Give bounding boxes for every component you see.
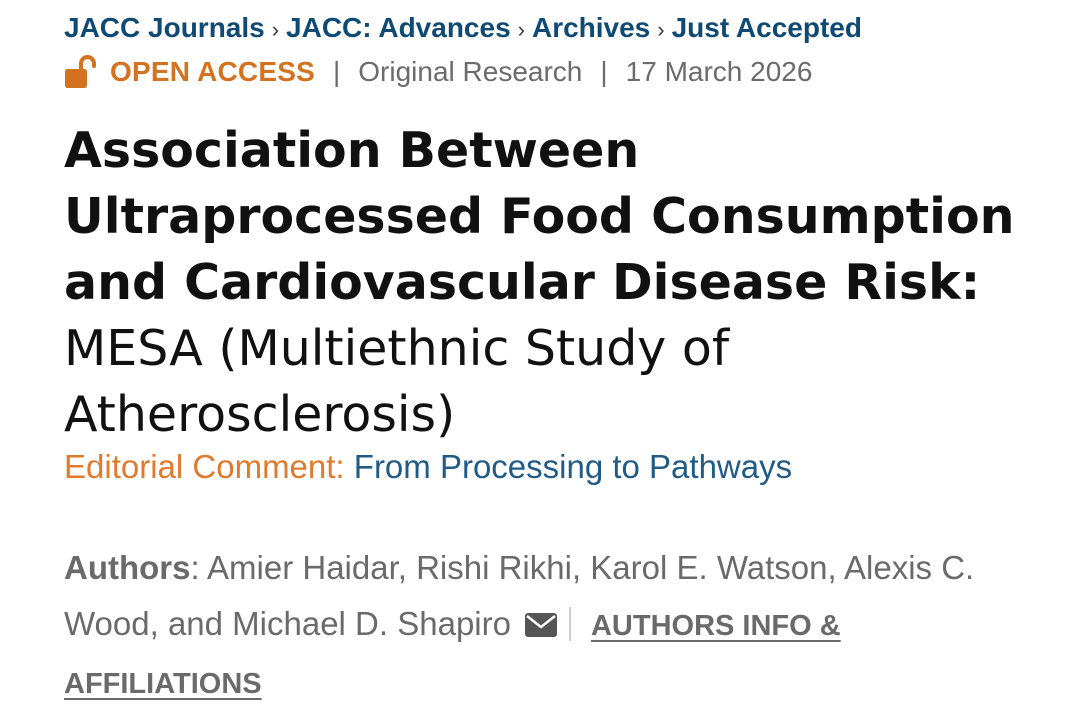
publication-date: 17 March 2026 (625, 56, 813, 87)
authors-list: : Amier Haidar, Rishi Rikhi, Karol E. Wa… (64, 549, 975, 642)
mail-icon[interactable] (524, 598, 557, 637)
authors-section: Authors: Amier Haidar, Rishi Rikhi, Karo… (64, 540, 1024, 712)
editorial-comment-link[interactable]: From Processing to Pathways (353, 448, 793, 485)
open-access-badge: OPEN ACCESS (110, 56, 315, 87)
authors-divider (568, 607, 571, 641)
breadcrumb-separator: › (657, 17, 665, 42)
article-title: Association Between Ultraprocessed Food … (64, 118, 1044, 448)
meta-divider: | (600, 56, 608, 87)
breadcrumb-jacc-advances[interactable]: JACC: Advances (286, 12, 511, 43)
editorial-comment: Editorial Comment: From Processing to Pa… (64, 446, 792, 488)
breadcrumb: JACC Journals › JACC: Advances › Archives › Ju… (64, 10, 862, 48)
authors-label: Authors (64, 549, 191, 586)
editorial-comment-label: Editorial Comment: (64, 448, 345, 485)
breadcrumb-archives[interactable]: Archives (531, 12, 651, 43)
article-title-subtitle: MESA (Multiethnic Study of Atheroscleros… (64, 320, 730, 443)
lock-open-icon (64, 55, 96, 89)
breadcrumb-just-accepted[interactable]: Just Accepted (671, 12, 862, 43)
authors-info-affiliations-link[interactable]: AUTHORS INFO & AFFILIATIONS (64, 610, 841, 700)
breadcrumb-jacc-journals[interactable]: JACC Journals (64, 12, 265, 43)
article-title-main: Association Between Ultraprocessed Food … (64, 122, 1015, 311)
breadcrumb-separator: › (517, 17, 525, 42)
article-meta: OPEN ACCESS | Original Research | 17 Mar… (64, 54, 812, 90)
breadcrumb-separator: › (271, 17, 280, 42)
meta-divider: | (332, 56, 341, 87)
article-type: Original Research (358, 56, 583, 87)
